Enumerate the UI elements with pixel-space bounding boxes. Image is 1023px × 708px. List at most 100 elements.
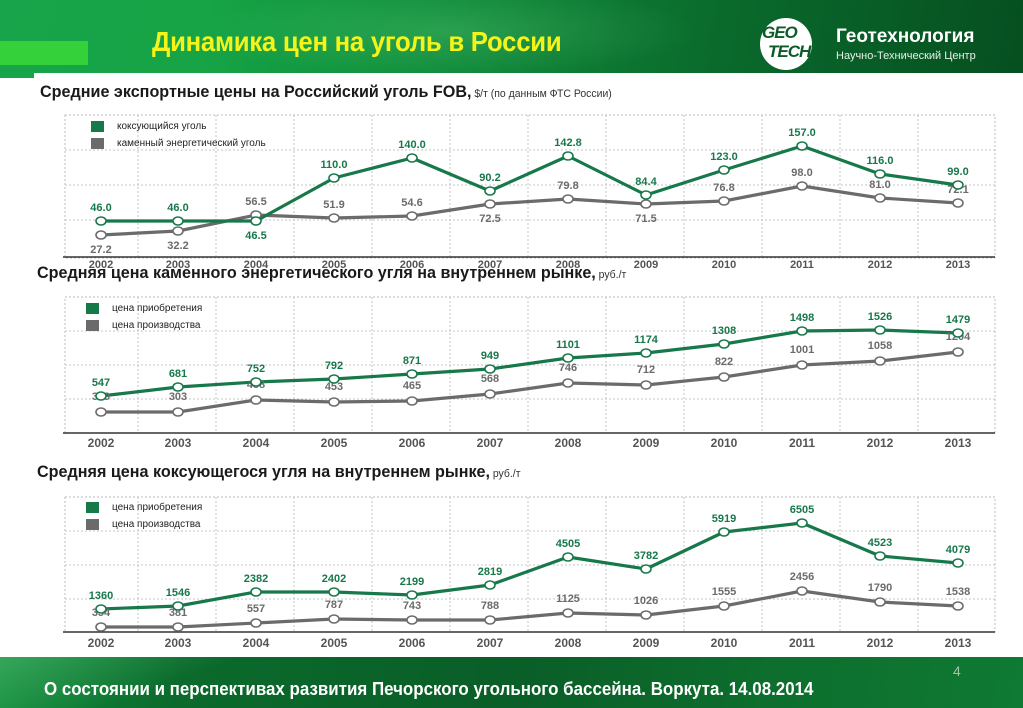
x-tick-label: 2009: [633, 436, 660, 450]
data-label: 1174: [634, 334, 659, 346]
chart3-title-text: Средняя цена коксующегося угля на внутре…: [37, 462, 491, 481]
data-label: 681: [169, 368, 187, 380]
data-label: 4523: [868, 537, 892, 549]
data-point-marker: [250, 587, 262, 597]
x-tick-label: 2006: [399, 436, 426, 450]
data-point-marker: [250, 395, 262, 405]
data-label: 1479: [946, 314, 970, 326]
data-point-marker: [796, 518, 808, 528]
data-point-marker: [796, 326, 808, 336]
chart2-title: Средняя цена каменного энергетического у…: [37, 263, 626, 283]
x-tick-label: 2007: [477, 636, 504, 650]
logo-mark: GEO TECH: [762, 23, 832, 61]
data-point-marker: [718, 372, 730, 382]
data-point-marker: [796, 360, 808, 370]
data-label: 3782: [634, 550, 658, 562]
data-label: 98.0: [791, 167, 812, 179]
chart1-unit: $/т (по данным ФТС России): [474, 88, 612, 100]
data-point-marker: [250, 618, 262, 628]
data-point-marker: [328, 614, 340, 624]
data-label: 1058: [868, 340, 892, 352]
data-point-marker: [484, 389, 496, 399]
chart2-unit: руб./т: [598, 269, 627, 281]
data-label: 72.1: [947, 184, 968, 196]
legend-label: цена производства: [112, 320, 201, 331]
legend-item-production-cost: цена производства: [86, 516, 202, 533]
x-tick-label: 2011: [789, 636, 815, 650]
data-label: 792: [325, 360, 343, 372]
x-tick-label: 2008: [555, 436, 582, 450]
data-point-marker: [250, 216, 262, 226]
data-point-marker: [95, 622, 107, 632]
data-point-marker: [172, 622, 184, 632]
data-point-marker: [95, 407, 107, 417]
data-point-marker: [640, 190, 652, 200]
data-point-marker: [95, 230, 107, 240]
data-label: 27.2: [90, 244, 111, 256]
x-tick-label: 2012: [867, 436, 894, 450]
x-tick-label: 2007: [477, 436, 504, 450]
data-label: 4505: [556, 538, 580, 550]
data-label: 465: [403, 380, 421, 392]
x-tick-label: 2013: [945, 436, 972, 450]
data-label: 788: [481, 600, 499, 612]
slide-footer: О состоянии и перспективах развития Печо…: [0, 657, 1023, 708]
footer-shine: [0, 657, 260, 708]
data-label: 2402: [322, 573, 346, 585]
data-point-marker: [172, 407, 184, 417]
data-label: 557: [247, 603, 265, 615]
data-point-marker: [172, 601, 184, 611]
data-point-marker: [484, 186, 496, 196]
data-point-marker: [172, 226, 184, 236]
chart2-title-text: Средняя цена каменного энергетического у…: [37, 263, 596, 282]
data-label: 1101: [556, 339, 580, 351]
data-label: 99.0: [947, 166, 968, 178]
data-label: 1360: [89, 590, 113, 602]
data-label: 157.0: [788, 127, 816, 139]
data-point-marker: [874, 325, 886, 335]
x-tick-label: 2011: [790, 259, 814, 271]
data-point-marker: [952, 347, 964, 357]
data-point-marker: [952, 601, 964, 611]
data-point-marker: [250, 377, 262, 387]
legend-label: цена приобретения: [112, 303, 203, 314]
data-point-marker: [874, 193, 886, 203]
header-glow: [200, 0, 700, 78]
legend-item-coking-coal: коксующийся уголь: [91, 118, 266, 135]
data-label: 4079: [946, 544, 970, 556]
data-point-marker: [640, 380, 652, 390]
data-point-marker: [484, 364, 496, 374]
data-label: 787: [325, 599, 343, 611]
data-point-marker: [640, 610, 652, 620]
data-label: 949: [481, 350, 499, 362]
data-label: 123.0: [710, 151, 738, 163]
chart-3: 2002 2003 2004 2005 2006 2007 2008 2009 2010 2011…: [63, 496, 996, 650]
legend-swatch-gray: [86, 519, 99, 530]
data-label: 81.0: [869, 179, 890, 191]
data-label: 116.0: [867, 155, 894, 167]
data-label: 488: [247, 379, 265, 391]
logo-company-name: Геотехнология: [836, 26, 975, 47]
data-point-marker: [406, 396, 418, 406]
data-point-marker: [718, 601, 730, 611]
x-tick-label: 2012: [868, 259, 892, 271]
data-point-marker: [874, 551, 886, 561]
x-tick-label: 2002: [88, 636, 115, 650]
legend-label: каменный энергетический уголь: [117, 138, 266, 149]
chart3-title: Средняя цена коксующегося угля на внутре…: [37, 462, 520, 482]
x-tick-label: 2009: [634, 259, 658, 271]
data-label: 354: [92, 607, 111, 619]
data-label: 46.5: [245, 230, 266, 242]
data-label: 71.5: [635, 213, 656, 225]
data-label: 453: [325, 381, 343, 393]
chart-2: 2002 2003 2004 2005 2006 2007 2008 2009 2010 2011…: [63, 296, 996, 450]
data-point-marker: [796, 586, 808, 596]
data-point-marker: [874, 169, 886, 179]
slide-header: Динамика цен на уголь в России GEO TECH …: [0, 0, 1023, 78]
logo-mark-line2: TECH: [768, 42, 811, 61]
data-label: 90.2: [479, 172, 500, 184]
data-label: 46.0: [90, 202, 111, 214]
data-point-marker: [952, 328, 964, 338]
data-label: 743: [403, 600, 421, 612]
